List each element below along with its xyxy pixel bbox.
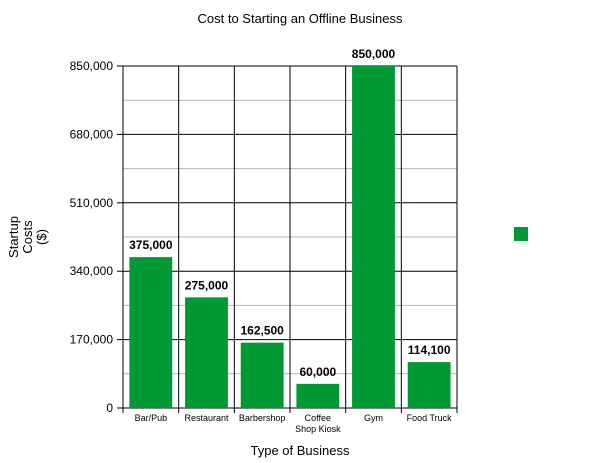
data-label: 850,000 — [352, 47, 396, 61]
chart-title: Cost to Starting an Offline Business — [198, 11, 403, 26]
x-tick-label: Shop Kiosk — [295, 424, 341, 434]
y-tick-label: 0 — [106, 401, 113, 415]
data-label: 60,000 — [299, 365, 336, 379]
legend-swatch — [514, 227, 528, 241]
data-label: 375,000 — [129, 238, 173, 252]
x-tick-label: Gym — [364, 413, 383, 423]
y-axis-label: Startup Costs ($) — [6, 216, 49, 258]
x-tick-label: Barbershop — [239, 413, 286, 423]
bar — [352, 66, 395, 408]
y-axis-label-line: Startup — [6, 216, 21, 258]
bar — [240, 342, 284, 408]
y-tick-label: 850,000 — [70, 59, 114, 73]
data-label: 162,500 — [240, 324, 284, 338]
y-tick-label: 340,000 — [70, 264, 114, 278]
x-tick-label: Restaurant — [184, 413, 229, 423]
bar — [185, 297, 228, 408]
y-tick-label: 680,000 — [70, 127, 114, 141]
data-label: 114,100 — [408, 343, 451, 357]
x-axis-label: Type of Business — [251, 443, 350, 458]
x-tick-label: Coffee — [305, 413, 331, 423]
x-tick-label: Bar/Pub — [135, 413, 168, 423]
bar — [407, 362, 451, 408]
y-tick-label: 170,000 — [70, 333, 114, 347]
y-axis-label-line: Costs — [20, 220, 35, 254]
bar — [129, 257, 173, 408]
y-tick-label: 510,000 — [70, 196, 114, 210]
y-axis-label-line: ($) — [34, 229, 49, 245]
bar — [296, 383, 340, 408]
x-tick-label: Food Truck — [407, 413, 453, 423]
data-label: 275,000 — [185, 278, 229, 292]
